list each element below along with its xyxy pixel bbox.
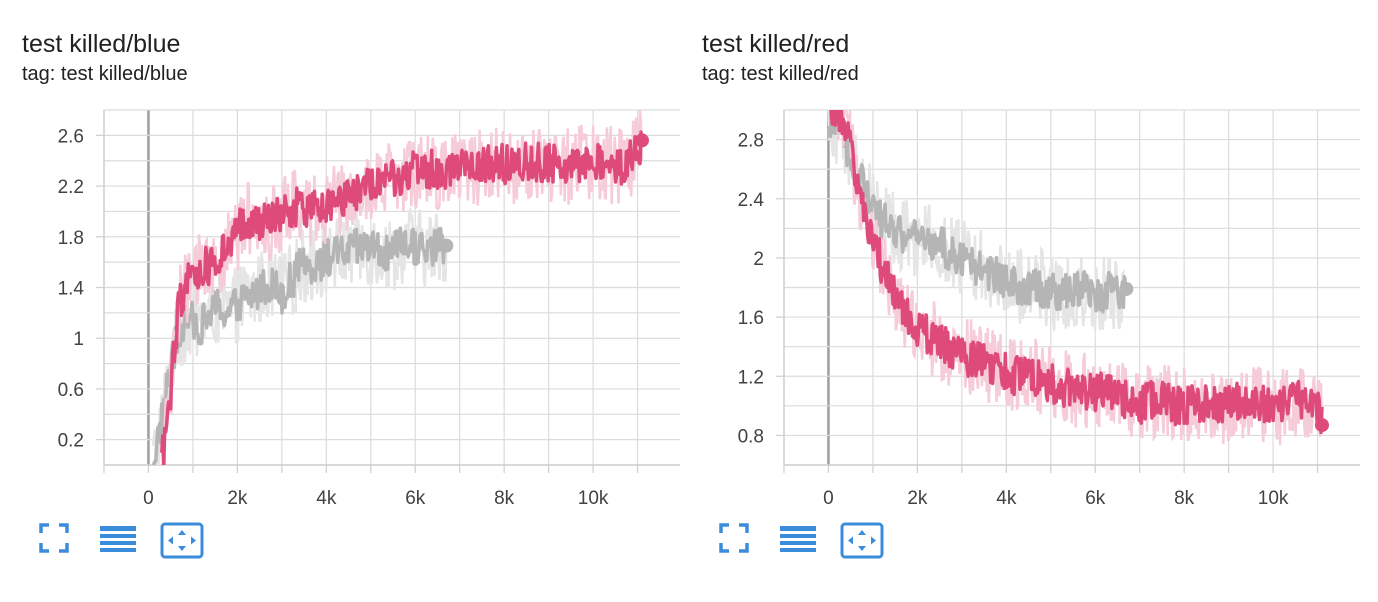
data-table-icon bbox=[780, 526, 816, 552]
chart-tag: tag: test killed/red bbox=[702, 63, 859, 85]
y-tick-label: 2.6 bbox=[58, 126, 84, 147]
fullscreen-button[interactable] bbox=[718, 522, 760, 560]
series-endpoint-marker[interactable] bbox=[439, 238, 454, 253]
x-tick-label: 2k bbox=[227, 488, 248, 509]
y-tick-label: 1.2 bbox=[738, 367, 764, 388]
toggle-data-table-button[interactable] bbox=[98, 522, 140, 560]
series-endpoint-marker[interactable] bbox=[1119, 281, 1134, 296]
y-tick-label: 0.8 bbox=[738, 426, 764, 447]
y-tick-label: 2.4 bbox=[738, 190, 765, 211]
x-tick-label: 8k bbox=[494, 488, 515, 509]
series-smoothed-line[interactable] bbox=[160, 130, 644, 465]
x-tick-label: 10k bbox=[1258, 488, 1289, 509]
series-smoothed-line[interactable] bbox=[152, 226, 449, 474]
y-tick-label: 0.2 bbox=[58, 431, 84, 452]
chart-title: test killed/blue bbox=[22, 30, 181, 58]
y-tick-label: 1 bbox=[73, 329, 84, 350]
y-tick-label: 1.4 bbox=[58, 279, 85, 300]
chart-card-red: test killed/red tag: test killed/red 0.8… bbox=[680, 0, 1360, 602]
y-tick-label: 2.2 bbox=[58, 177, 84, 198]
x-tick-label: 0 bbox=[143, 488, 154, 509]
y-tick-label: 1.6 bbox=[738, 308, 764, 329]
y-tick-label: 0.6 bbox=[58, 380, 84, 401]
fit-domain-button[interactable] bbox=[840, 522, 884, 560]
fit-domain-button[interactable] bbox=[160, 522, 204, 560]
series-smoothed-line[interactable] bbox=[826, 109, 1128, 314]
series-endpoint-marker[interactable] bbox=[1314, 418, 1329, 433]
x-tick-label: 8k bbox=[1174, 488, 1195, 509]
x-tick-label: 4k bbox=[996, 488, 1017, 509]
y-tick-label: 1.8 bbox=[58, 228, 84, 249]
fullscreen-button[interactable] bbox=[38, 522, 80, 560]
x-tick-label: 6k bbox=[1085, 488, 1106, 509]
line-chart-blue[interactable]: 0.2 0.6 1 1.4 1.8 2.2 2.6 0 2k 4k 6k 8k 10k bbox=[0, 100, 680, 520]
data-table-icon bbox=[100, 526, 136, 552]
series-raw-line bbox=[151, 206, 448, 465]
x-tick-label: 2k bbox=[907, 488, 928, 509]
fullscreen-icon bbox=[39, 523, 69, 553]
chart-tag: tag: test killed/blue bbox=[22, 63, 188, 85]
y-tick-label: 2.8 bbox=[738, 131, 764, 152]
x-tick-label: 6k bbox=[405, 488, 426, 509]
x-tick-label: 4k bbox=[316, 488, 337, 509]
series-endpoint-marker[interactable] bbox=[634, 133, 649, 148]
fit-domain-icon bbox=[840, 522, 884, 559]
chart-card-blue: test killed/blue tag: test killed/blue 0… bbox=[0, 0, 680, 602]
x-tick-label: 10k bbox=[578, 488, 609, 509]
series-smoothed-line[interactable] bbox=[829, 100, 1324, 435]
line-chart-red[interactable]: 0.8 1.2 1.6 2 2.4 2.8 0 2k 4k 6k 8k 10k bbox=[680, 100, 1360, 520]
x-tick-label: 0 bbox=[823, 488, 834, 509]
fullscreen-icon bbox=[719, 523, 749, 553]
toggle-data-table-button[interactable] bbox=[778, 522, 820, 560]
chart-title: test killed/red bbox=[702, 30, 850, 58]
fit-domain-icon bbox=[160, 522, 204, 559]
y-tick-label: 2 bbox=[753, 249, 764, 270]
